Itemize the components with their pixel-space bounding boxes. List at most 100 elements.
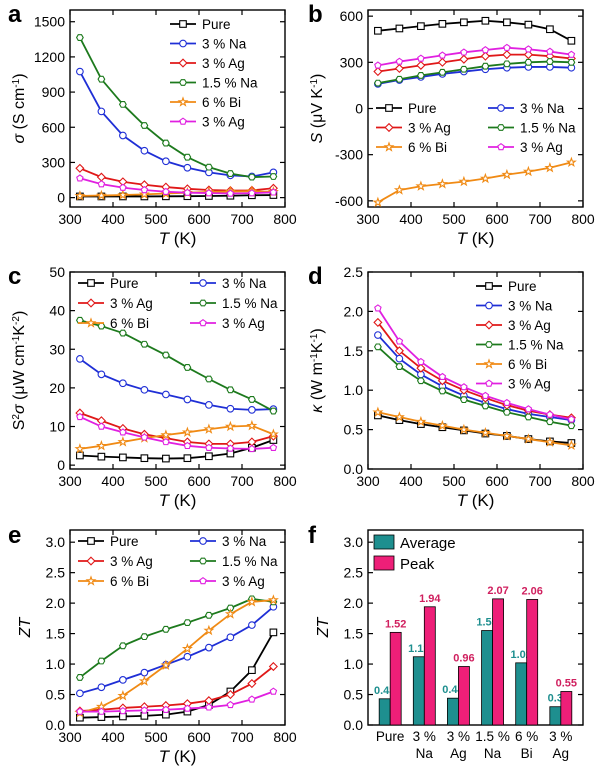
data-point bbox=[140, 186, 149, 194]
data-point bbox=[248, 189, 256, 197]
legend-label: Pure bbox=[202, 17, 231, 32]
data-point bbox=[393, 184, 405, 195]
data-point bbox=[162, 157, 170, 166]
legend: Pure 3 % Na 3 % Ag 1.5 % Na 6 % Bi 3 % Ag bbox=[170, 17, 258, 130]
series-line bbox=[377, 334, 572, 422]
data-point bbox=[267, 594, 279, 605]
series-3 bbox=[373, 58, 576, 87]
legend-marker bbox=[484, 320, 494, 330]
plot-frame bbox=[367, 529, 584, 726]
x-tick-label: 400 bbox=[101, 729, 125, 745]
legend-marker bbox=[199, 537, 207, 545]
series-line bbox=[79, 665, 274, 712]
x-tick-label: 800 bbox=[273, 473, 297, 489]
legend-item: 1.5 % Na bbox=[190, 554, 278, 569]
data-point bbox=[438, 372, 447, 381]
legend-label: Pure bbox=[408, 101, 437, 116]
data-point bbox=[458, 423, 470, 435]
data-point bbox=[97, 370, 106, 379]
data-point bbox=[546, 410, 554, 418]
data-point bbox=[269, 188, 278, 196]
legend-label: 3 % Na bbox=[520, 101, 565, 116]
legend-item: 3 % Na bbox=[190, 276, 267, 291]
bar bbox=[412, 656, 425, 726]
data-point bbox=[567, 58, 576, 66]
legend-item: Pure bbox=[170, 17, 231, 32]
data-point bbox=[247, 173, 256, 181]
x-tick-label: 700 bbox=[230, 729, 254, 745]
data-point bbox=[97, 452, 106, 461]
legend-item: 6 % Bi bbox=[78, 574, 149, 589]
panel-d: d 0.0 0.5 1.0 1.5 2.0 2.5 300 400 500 600 700 800 κ (… bbox=[308, 263, 595, 510]
legend-marker bbox=[85, 317, 97, 328]
x-tick-label: 500 bbox=[144, 729, 168, 745]
data-point bbox=[181, 426, 193, 437]
data-point bbox=[75, 163, 85, 173]
legend-item: 1.5 % Na bbox=[476, 338, 564, 353]
y-tick-label: 0 bbox=[355, 101, 363, 117]
legend-item: 3 % Ag bbox=[476, 377, 551, 392]
data-point bbox=[395, 337, 404, 345]
legend-marker bbox=[179, 117, 187, 125]
legend-label: 3 % Ag bbox=[110, 554, 153, 569]
legend-item: 6 % Bi bbox=[78, 316, 149, 331]
data-point bbox=[394, 346, 404, 356]
data-point bbox=[247, 396, 256, 403]
legend-label: 3 % Na bbox=[508, 299, 553, 314]
data-point bbox=[395, 363, 404, 370]
data-point bbox=[524, 45, 533, 53]
legend-marker bbox=[85, 575, 97, 586]
series-line bbox=[79, 319, 274, 412]
legend-marker bbox=[485, 301, 493, 310]
data-point bbox=[95, 189, 107, 201]
legend-item: 3 % Ag bbox=[376, 121, 451, 136]
data-point bbox=[545, 418, 554, 426]
y-axis-label: κ (W m-1K-1) bbox=[309, 328, 327, 412]
x-tick-label: 300 bbox=[58, 211, 82, 227]
legend-marker bbox=[385, 104, 393, 112]
legend-label: 3 % Na bbox=[222, 534, 267, 549]
series-line bbox=[377, 19, 572, 42]
legend: Pure 3 % Na 3 % Ag 1.5 % Na 6 % Bi 3 % Ag bbox=[376, 101, 576, 155]
data-point bbox=[183, 441, 192, 450]
y-tick-label: 0 bbox=[57, 457, 65, 473]
series-line bbox=[377, 46, 572, 67]
data-point bbox=[503, 43, 511, 51]
data-point bbox=[416, 363, 426, 373]
series-line bbox=[79, 424, 274, 450]
series-5 bbox=[76, 412, 278, 453]
series-line bbox=[377, 53, 572, 73]
data-point bbox=[481, 391, 490, 399]
legend-marker bbox=[483, 358, 495, 369]
data-point bbox=[565, 439, 577, 451]
bar-value-label: 2.07 bbox=[487, 585, 508, 597]
bar bbox=[515, 662, 528, 726]
x-axis-label: T (K) bbox=[159, 747, 197, 766]
bar bbox=[378, 698, 391, 726]
series-1 bbox=[76, 355, 278, 414]
data-point bbox=[522, 165, 534, 177]
data-point bbox=[118, 642, 127, 650]
data-point bbox=[117, 189, 129, 200]
legend-label: 3 % Ag bbox=[520, 140, 563, 155]
data-point bbox=[76, 689, 84, 698]
series-line bbox=[79, 194, 274, 198]
data-point bbox=[372, 406, 384, 417]
x-tick-label: 500 bbox=[442, 211, 466, 227]
series-3 bbox=[373, 343, 576, 430]
data-point bbox=[479, 426, 491, 438]
series-line bbox=[79, 177, 274, 195]
series-2 bbox=[75, 163, 278, 196]
data-point bbox=[140, 454, 149, 463]
data-point bbox=[502, 50, 512, 60]
data-point bbox=[415, 180, 427, 191]
data-point bbox=[140, 668, 149, 677]
legend-marker bbox=[497, 143, 505, 151]
legend-item: 3 % Ag bbox=[78, 296, 153, 311]
legend-label: 3 % Ag bbox=[110, 296, 153, 311]
y-tick-label: 30 bbox=[49, 341, 65, 357]
series-line bbox=[377, 161, 572, 204]
data-point bbox=[183, 652, 192, 661]
legend-swatch bbox=[373, 555, 395, 571]
data-point bbox=[248, 666, 256, 675]
